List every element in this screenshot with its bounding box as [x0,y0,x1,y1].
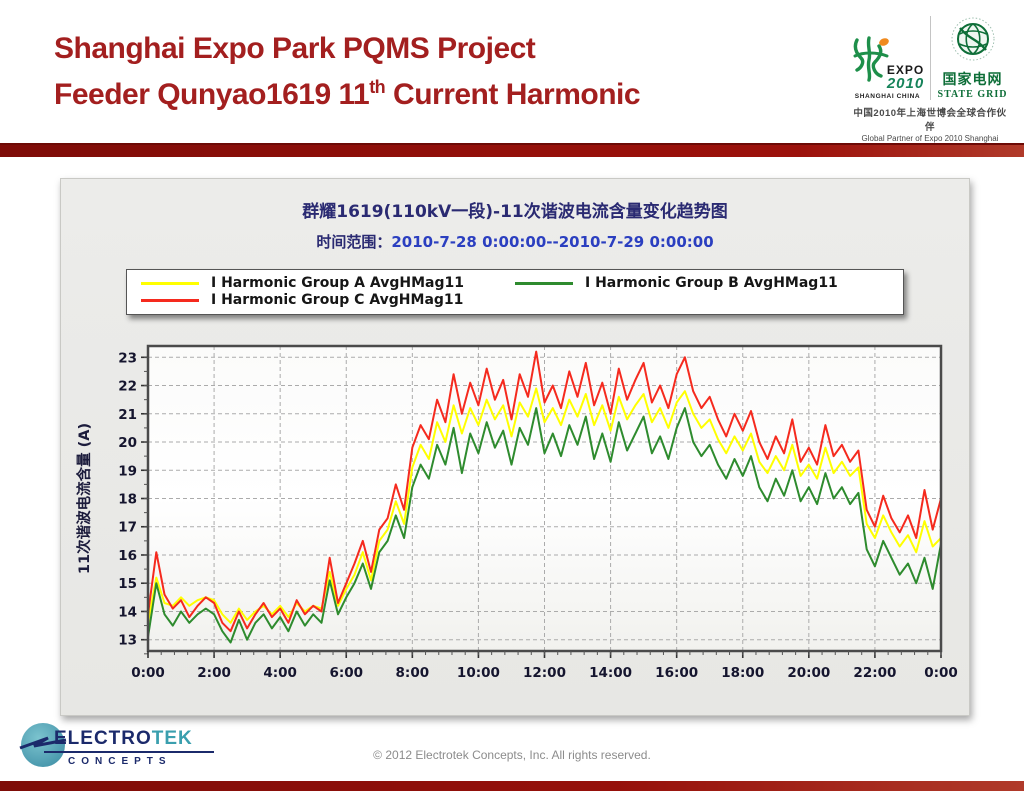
legend-item-group-a: I Harmonic Group A AvgHMag11 [141,275,515,291]
electrotek-logo: ELECTROTEK CONCEPTS [18,720,238,780]
legend-swatch-group-a [141,281,199,285]
svg-text:18: 18 [118,492,137,508]
svg-text:13: 13 [118,633,137,649]
expo-word: EXPO [886,63,925,77]
svg-text:14: 14 [118,604,137,620]
svg-text:17: 17 [118,520,137,536]
chart-legend: I Harmonic Group A AvgHMag11 I Harmonic … [126,269,904,315]
svg-text:16: 16 [118,548,137,564]
footer-accent-bar [0,781,1024,791]
expo-figure-icon [851,34,893,91]
state-grid-cn: 国家电网 [942,71,1003,87]
slide-title: Shanghai Expo Park PQMS Project Feeder Q… [54,30,854,114]
slide-title-line2: Feeder Qunyao1619 11th Current Harmonic [54,77,641,111]
svg-text:12:00: 12:00 [523,665,566,681]
electrotek-concepts: CONCEPTS [68,755,172,767]
svg-text:19: 19 [118,463,137,479]
svg-text:16:00: 16:00 [655,665,698,681]
legend-item-group-b: I Harmonic Group B AvgHMag11 [515,275,889,291]
svg-text:11次谐波电流含量 (A): 11次谐波电流含量 (A) [75,423,93,574]
expo-2010-logo: EXPO 2010 SHANGHAI CHINA [852,34,924,100]
svg-text:6:00: 6:00 [329,665,363,681]
legend-swatch-group-b [515,281,573,285]
svg-text:22:00: 22:00 [853,665,896,681]
partner-caption-cn: 中国2010年上海世博会全球合作伙伴 [853,108,1007,133]
expo-caption: SHANGHAI CHINA [854,93,921,100]
superscript-th: th [369,77,386,97]
legend-label-group-c: I Harmonic Group C AvgHMag11 [211,292,464,308]
svg-text:20:00: 20:00 [787,665,830,681]
legend-label-group-b: I Harmonic Group B AvgHMag11 [585,275,838,291]
chart-time-range: 时间范围：2010-7-28 0:00:00--2010-7-29 0:00:0… [61,231,969,252]
chart-title: 群耀1619(110kV一段)-11次谐波电流含量变化趋势图 [302,202,728,222]
state-grid-en: STATE GRID [937,89,1008,100]
time-range-value: 2010-7-28 0:00:00--2010-7-29 0:00:00 [391,233,714,251]
electrotek-globe-icon [18,720,68,775]
legend-swatch-group-c [141,298,199,302]
legend-label-group-a: I Harmonic Group A AvgHMag11 [211,275,464,291]
svg-text:22: 22 [118,379,137,395]
svg-text:20: 20 [118,435,137,451]
svg-text:10:00: 10:00 [457,665,500,681]
svg-text:2:00: 2:00 [197,665,231,681]
svg-text:23: 23 [118,350,137,366]
harmonic-trend-plot: 13 14 15 16 17 18 19 20 21 22 23 0:00 2:00 4:00 6:00 8:… [75,344,958,681]
logo-block: EXPO 2010 SHANGHAI CHINA 国家电网 S [850,16,1010,152]
state-grid-globe-icon [950,16,996,67]
chart-panel: 群耀1619(110kV一段)-11次谐波电流含量变化趋势图 时间范围：2010… [60,178,970,716]
svg-text:0:00: 0:00 [131,665,165,681]
expo-year: 2010 [886,75,925,92]
electrotek-wordmark: ELECTROTEK [54,727,193,749]
svg-text:4:00: 4:00 [263,665,297,681]
svg-text:21: 21 [118,407,137,423]
legend-item-group-c: I Harmonic Group C AvgHMag11 [141,292,515,308]
time-range-label: 时间范围： [316,233,392,251]
header-accent-bar [0,143,1024,157]
logo-underline [44,750,214,753]
svg-text:0:00: 0:00 [924,665,958,681]
svg-text:18:00: 18:00 [721,665,764,681]
state-grid-logo: 国家电网 STATE GRID [937,16,1009,100]
logo-divider [929,16,931,100]
slide-title-line1: Shanghai Expo Park PQMS Project [54,32,536,65]
copyright-text: © 2012 Electrotek Concepts, Inc. All rig… [373,748,651,762]
svg-text:8:00: 8:00 [396,665,430,681]
svg-text:15: 15 [118,576,137,592]
svg-text:14:00: 14:00 [589,665,632,681]
